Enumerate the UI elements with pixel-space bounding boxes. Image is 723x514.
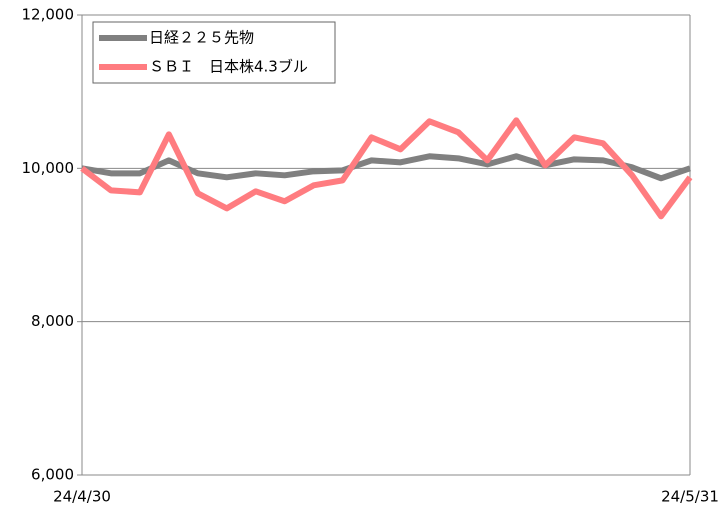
y-tick-label: 8,000 — [31, 312, 74, 330]
x-tick-label: 24/5/31 — [661, 488, 719, 506]
legend-box — [92, 21, 336, 84]
legend-label: 日経２２５先物 — [149, 29, 254, 47]
y-tick-label: 12,000 — [22, 6, 75, 24]
series-line — [81, 153, 691, 182]
legend-label: ＳＢＩ 日本株4.3ブル — [149, 58, 308, 76]
y-tick-label: 10,000 — [22, 159, 75, 177]
y-tick-label: 6,000 — [31, 466, 74, 484]
series-line — [80, 117, 693, 220]
x-tick-label: 24/4/30 — [53, 488, 111, 506]
